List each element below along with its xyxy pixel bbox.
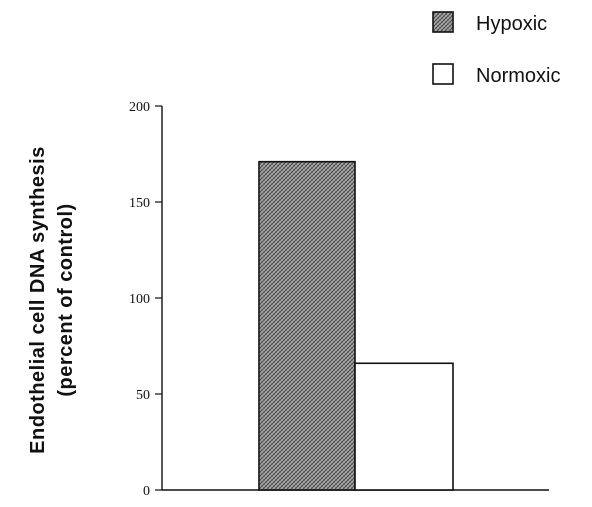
y-tick-label-200: 200 xyxy=(129,100,150,115)
y-tick-label-50: 50 xyxy=(136,388,150,403)
legend-swatch-hypoxic xyxy=(432,11,454,33)
legend-label-normoxic: Normoxic xyxy=(476,65,560,87)
bar-normoxic xyxy=(354,362,454,491)
y-axis-label-line1: Endothelial cell DNA synthesis xyxy=(27,146,49,454)
legend-swatch-normoxic xyxy=(432,63,454,85)
bar-hypoxic xyxy=(258,160,356,491)
y-ticks: 0 50 100 150 200 xyxy=(129,100,162,499)
legend-label-hypoxic: Hypoxic xyxy=(476,13,547,35)
legend: Hypoxic Normoxic xyxy=(432,11,560,87)
y-axis-label-line2: (percent of control) xyxy=(55,203,77,396)
y-tick-label-150: 150 xyxy=(129,196,150,211)
y-tick-label-100: 100 xyxy=(129,292,150,307)
y-tick-label-0: 0 xyxy=(143,484,150,499)
bars xyxy=(258,160,454,491)
